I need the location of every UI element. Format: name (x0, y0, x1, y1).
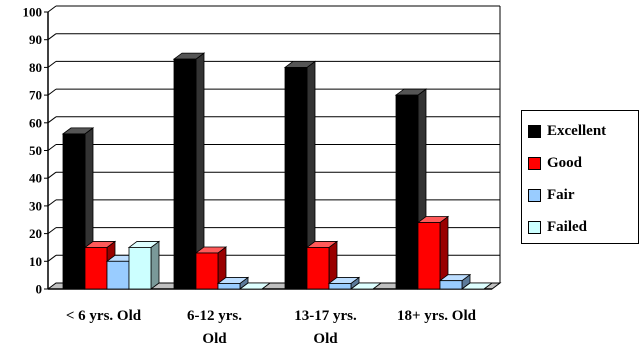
x-category-label: Old (313, 331, 338, 347)
y-tick-label: 80 (29, 60, 42, 75)
gridline-side (47, 61, 57, 68)
y-tick-label: 100 (23, 5, 43, 20)
gridline-side (47, 254, 57, 262)
bar-front (128, 247, 152, 290)
legend-label-failed: Failed (547, 218, 587, 235)
bar-good-4 (416, 215, 450, 290)
legend-label-fair: Fair (547, 186, 575, 203)
legend-item-good: Good (528, 153, 582, 173)
y-tick-label: 40 (29, 171, 42, 186)
bar-excellent-3 (283, 60, 317, 290)
bar-good-2 (194, 246, 228, 290)
y-tick-label: 70 (29, 88, 42, 103)
bar-front (106, 260, 130, 290)
x-category-label: 18+ yrs. Old (397, 308, 477, 324)
bar-front (84, 247, 108, 290)
legend-item-excellent: Excellent (528, 121, 606, 141)
x-axis-categories: < 6 yrs. Old 6-12 yrs. Old 13-17 yrs. Old 18+… (66, 308, 477, 347)
bar-front (328, 283, 352, 290)
y-tick-label: 50 (29, 143, 42, 158)
legend-swatch-failed (528, 220, 541, 234)
bar-failed-1 (127, 240, 161, 290)
legend-item-failed: Failed (528, 217, 587, 237)
bar-front (439, 280, 463, 290)
x-category-label: 6-12 yrs. (187, 308, 242, 324)
legend: Excellent Good Fair Failed (521, 110, 639, 244)
gridline-side (47, 33, 57, 41)
bar-front (417, 222, 441, 290)
bar-front (195, 252, 219, 290)
x-category-label: Old (202, 331, 227, 347)
legend-swatch-fair (528, 188, 541, 202)
x-category-label: < 6 yrs. Old (66, 308, 142, 324)
legend-swatch-good (528, 156, 541, 170)
bar-failed-2 (238, 282, 272, 290)
y-tick-label: 90 (29, 32, 42, 47)
bar-failed-4 (460, 282, 494, 290)
gridline-side (47, 171, 57, 179)
bar-top (349, 282, 383, 290)
legend-label-good: Good (547, 154, 583, 171)
bar-fair-2 (216, 276, 250, 290)
legend-label-excellent: Excellent (547, 122, 607, 139)
bar-good-3 (305, 240, 339, 290)
bar-failed-3 (349, 282, 383, 290)
bar-side (150, 240, 160, 290)
bar-fair-4 (438, 273, 472, 290)
bar-front (284, 67, 308, 290)
bar-front (395, 94, 419, 290)
bar-front (173, 58, 197, 290)
bar-front (217, 283, 241, 290)
bar-front (306, 247, 330, 290)
legend-swatch-excellent (528, 124, 541, 138)
gridline-side (47, 88, 57, 96)
bar-excellent-1 (61, 127, 95, 290)
bar-front (62, 133, 86, 290)
x-category-label: 13-17 yrs. (294, 308, 357, 324)
gridline-side (47, 199, 57, 207)
bar-top (238, 282, 272, 290)
gridline-side (47, 144, 57, 151)
gridline-side (47, 5, 57, 13)
gridline-side (47, 116, 57, 124)
y-tick-label: 60 (29, 115, 42, 130)
y-tick-label: 10 (29, 254, 42, 269)
y-tick-label: 0 (36, 282, 43, 297)
legend-item-fair: Fair (528, 185, 575, 205)
y-tick-label: 30 (29, 198, 42, 213)
y-axis-ticks: 0 10 20 30 40 50 60 70 80 90 100 (23, 5, 48, 297)
bar-top (460, 282, 494, 290)
gridline-side (47, 227, 57, 235)
y-tick-label: 20 (29, 226, 42, 241)
bars (61, 52, 494, 290)
